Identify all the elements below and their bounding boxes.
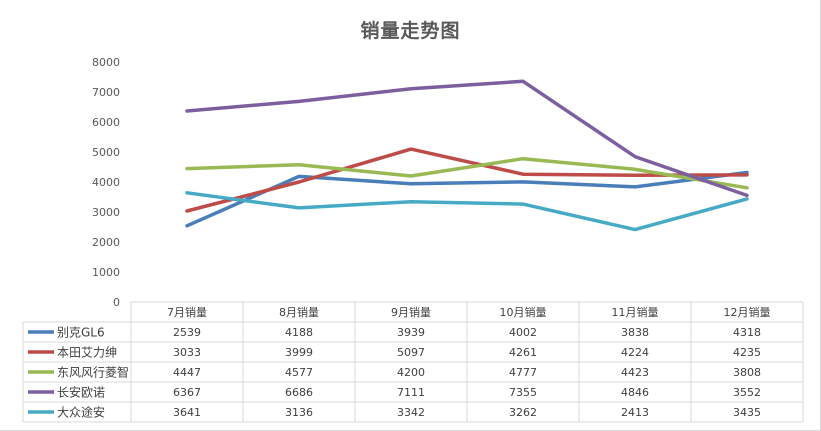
data-table-cell: 3136 [285, 406, 313, 419]
data-table-cell: 3641 [173, 406, 201, 419]
data-table-cell: 5097 [397, 346, 425, 359]
data-table-cell: 4002 [509, 326, 537, 339]
series-line [185, 170, 749, 228]
legend-label: 东风风行菱智 [57, 365, 129, 380]
series-line [185, 191, 749, 232]
data-table-cell: 4224 [621, 346, 649, 359]
data-table-cell: 3838 [621, 326, 649, 339]
data-table-cell: 4577 [285, 366, 313, 379]
data-table-cell: 4200 [397, 366, 425, 379]
data-table-cell: 2413 [621, 406, 649, 419]
data-table-cell: 6367 [173, 386, 201, 399]
category-label: 10月销量 [500, 305, 547, 319]
legend-label: 大众途安 [57, 405, 105, 420]
data-table-cell: 3342 [397, 406, 425, 419]
data-table-cell: 4261 [509, 346, 537, 359]
data-table-cell: 3262 [509, 406, 537, 419]
data-table-cell: 6686 [285, 386, 313, 399]
data-table-cell: 4846 [621, 386, 649, 399]
chart-title: 销量走势图 [360, 20, 461, 42]
data-table-cell: 3435 [733, 406, 761, 419]
category-label: 7月销量 [167, 305, 207, 319]
data-table-cell: 3552 [733, 386, 761, 399]
series-line [185, 156, 749, 190]
y-tick-label: 1000 [92, 266, 120, 279]
data-table-cell: 2539 [173, 326, 201, 339]
data-table-cell: 4447 [173, 366, 201, 379]
series-line [185, 147, 749, 213]
series-line [185, 79, 749, 198]
category-label: 11月销量 [612, 305, 659, 319]
y-tick-label: 2000 [92, 236, 120, 249]
data-table-cell: 7111 [397, 386, 425, 399]
data-table-cell: 4235 [733, 346, 761, 359]
y-tick-label: 6000 [92, 116, 120, 129]
category-label: 8月销量 [279, 305, 319, 319]
data-table-cell: 4777 [509, 366, 537, 379]
data-table-cell: 4318 [733, 326, 761, 339]
y-tick-label: 0 [113, 296, 120, 309]
data-table-cell: 4188 [285, 326, 313, 339]
data-table-cell: 3999 [285, 346, 313, 359]
y-tick-label: 5000 [92, 146, 120, 159]
y-tick-label: 8000 [92, 56, 120, 69]
category-label: 12月销量 [724, 305, 771, 319]
legend-label: 长安欧诺 [57, 385, 105, 400]
data-table-cell: 4423 [621, 366, 649, 379]
data-table-cell: 3808 [733, 366, 761, 379]
data-table-cell: 3939 [397, 326, 425, 339]
category-label: 9月销量 [391, 305, 431, 319]
y-tick-label: 3000 [92, 206, 120, 219]
y-tick-label: 7000 [92, 86, 120, 99]
data-table-cell: 3033 [173, 346, 201, 359]
y-tick-label: 4000 [92, 176, 120, 189]
data-table-cell: 7355 [509, 386, 537, 399]
legend-label: 本田艾力绅 [57, 346, 117, 360]
legend-label: 别克GL6 [57, 326, 105, 340]
